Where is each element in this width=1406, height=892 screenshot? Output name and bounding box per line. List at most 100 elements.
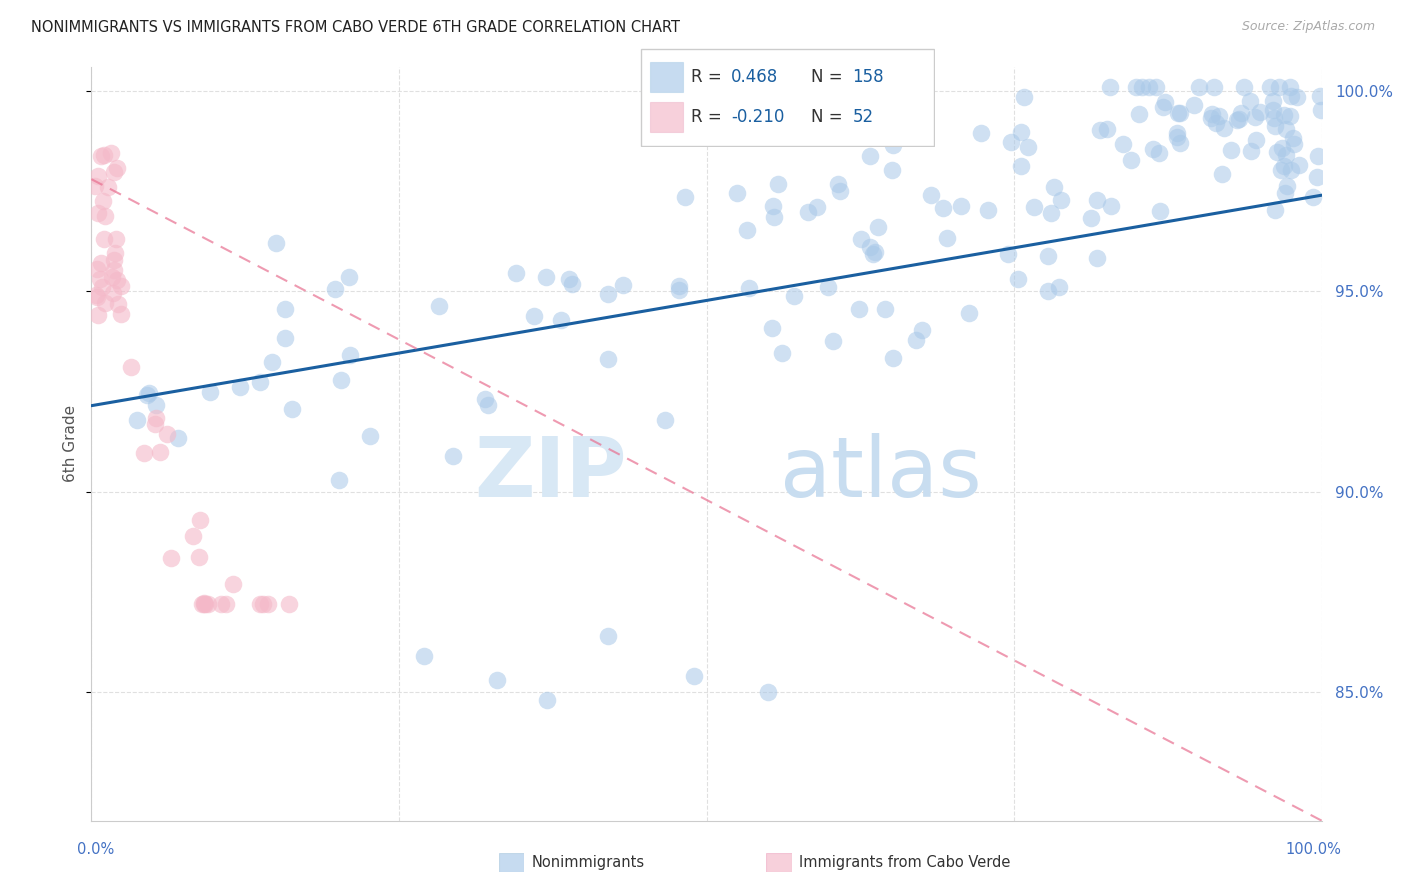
Point [859, 240, 882, 254]
Point [1010, 159, 1032, 173]
Point [249, 597, 271, 611]
Text: R =: R = [692, 108, 723, 126]
Point [1153, 95, 1175, 109]
Point [91, 194, 114, 208]
Point [101, 285, 124, 300]
Point [159, 551, 181, 566]
Point [1246, 133, 1268, 147]
Point [1128, 106, 1150, 120]
Point [337, 270, 360, 285]
Point [598, 352, 620, 367]
Point [882, 138, 904, 153]
Point [882, 351, 904, 365]
Point [828, 185, 851, 199]
Point [1211, 167, 1233, 181]
Point [862, 247, 884, 261]
Point [105, 161, 128, 175]
Point [215, 597, 238, 611]
Point [1152, 100, 1174, 114]
Point [1244, 110, 1267, 124]
Point [229, 379, 252, 393]
Point [125, 413, 148, 427]
Point [1168, 106, 1191, 120]
Point [797, 205, 820, 219]
Point [1240, 144, 1263, 158]
Point [997, 246, 1019, 260]
Point [762, 211, 785, 225]
Point [93, 148, 115, 162]
Point [193, 597, 215, 611]
Point [1139, 79, 1161, 94]
Point [1265, 145, 1288, 159]
Point [1132, 79, 1154, 94]
Point [1229, 105, 1251, 120]
Point [87, 206, 110, 220]
Point [561, 277, 583, 291]
Point [1088, 123, 1111, 137]
Point [1125, 79, 1147, 94]
Point [1277, 179, 1299, 194]
Point [1010, 124, 1032, 138]
Point [143, 417, 166, 431]
Point [1274, 186, 1296, 201]
Point [821, 334, 844, 348]
Point [1213, 120, 1236, 135]
Point [86, 309, 108, 323]
Point [329, 373, 352, 387]
Point [738, 281, 761, 295]
Point [1288, 158, 1310, 172]
Point [875, 301, 897, 316]
Point [1261, 103, 1284, 118]
Point [827, 177, 849, 191]
Point [762, 199, 785, 213]
Point [105, 232, 128, 246]
Point [1080, 211, 1102, 226]
Point [107, 297, 129, 311]
Point [523, 309, 546, 323]
Point [1279, 79, 1302, 94]
Point [257, 597, 280, 611]
Point [1205, 116, 1227, 130]
Point [859, 149, 882, 163]
Point [1233, 79, 1256, 94]
Point [86, 262, 108, 277]
Point [1227, 112, 1250, 126]
Point [1167, 105, 1189, 120]
Point [1098, 79, 1121, 94]
Point [1149, 146, 1171, 161]
Point [1302, 190, 1324, 204]
Point [1208, 109, 1230, 123]
Text: Source: ZipAtlas.com: Source: ZipAtlas.com [1241, 20, 1375, 33]
Point [1095, 122, 1118, 136]
Point [427, 300, 450, 314]
Point [970, 126, 993, 140]
Text: NONIMMIGRANTS VS IMMIGRANTS FROM CABO VERDE 6TH GRADE CORRELATION CHART: NONIMMIGRANTS VS IMMIGRANTS FROM CABO VE… [31, 20, 681, 35]
Point [1306, 170, 1329, 185]
Point [921, 188, 943, 202]
Point [1239, 94, 1261, 108]
Point [103, 165, 125, 179]
Point [103, 253, 125, 268]
Text: N =: N = [811, 68, 842, 86]
Text: 0.0%: 0.0% [77, 842, 114, 856]
Point [474, 392, 496, 407]
Point [1278, 109, 1301, 123]
Point [1263, 112, 1285, 126]
Point [1258, 79, 1281, 94]
Point [339, 348, 361, 362]
Point [101, 269, 124, 284]
Point [120, 359, 142, 374]
Point [1166, 127, 1188, 141]
Point [260, 355, 283, 369]
Point [188, 550, 211, 565]
Point [1036, 284, 1059, 298]
Point [1263, 94, 1285, 108]
Point [89, 271, 111, 285]
Point [193, 596, 215, 610]
Point [1220, 143, 1243, 157]
Point [252, 597, 274, 611]
Point [806, 200, 828, 214]
FancyBboxPatch shape [650, 103, 682, 132]
Point [145, 398, 167, 412]
Point [264, 235, 287, 250]
